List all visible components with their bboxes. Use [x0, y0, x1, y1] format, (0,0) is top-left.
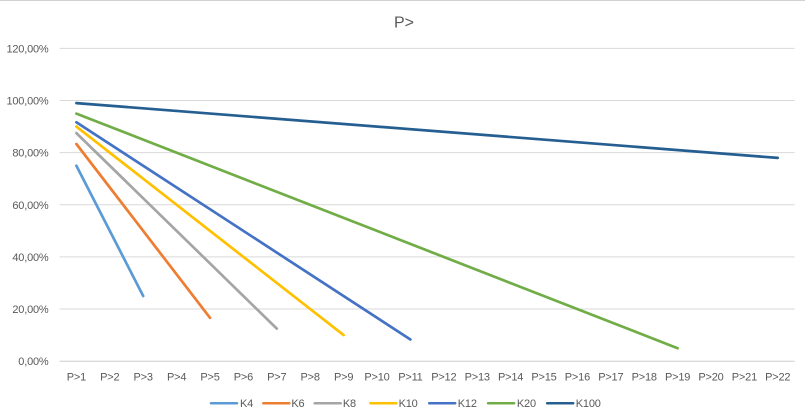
- svg-text:P>6: P>6: [234, 371, 253, 383]
- svg-text:K8: K8: [343, 398, 356, 410]
- svg-text:P>8: P>8: [301, 371, 320, 383]
- svg-text:K4: K4: [240, 398, 253, 410]
- svg-text:P>9: P>9: [334, 371, 353, 383]
- svg-text:P>7: P>7: [267, 371, 286, 383]
- svg-text:P>3: P>3: [134, 371, 153, 383]
- svg-text:P>: P>: [394, 15, 414, 32]
- svg-text:K12: K12: [458, 398, 477, 410]
- svg-text:P>2: P>2: [100, 371, 119, 383]
- svg-text:40,00%: 40,00%: [12, 252, 49, 264]
- svg-text:P>13: P>13: [465, 371, 490, 383]
- svg-text:60,00%: 60,00%: [12, 200, 49, 212]
- svg-text:K20: K20: [517, 398, 536, 410]
- svg-text:P>10: P>10: [364, 371, 389, 383]
- svg-text:20,00%: 20,00%: [12, 304, 49, 316]
- svg-text:K10: K10: [399, 398, 418, 410]
- svg-text:P>1: P>1: [67, 371, 86, 383]
- svg-text:P>12: P>12: [431, 371, 456, 383]
- svg-text:P>20: P>20: [698, 371, 723, 383]
- svg-text:P>11: P>11: [398, 371, 422, 383]
- svg-text:P>19: P>19: [665, 371, 690, 383]
- svg-text:80,00%: 80,00%: [12, 148, 49, 160]
- svg-text:K6: K6: [291, 398, 304, 410]
- svg-text:K100: K100: [576, 398, 601, 410]
- svg-text:P>18: P>18: [632, 371, 657, 383]
- svg-text:P>14: P>14: [498, 371, 523, 383]
- svg-text:100,00%: 100,00%: [6, 96, 48, 108]
- svg-text:120,00%: 120,00%: [6, 43, 48, 55]
- svg-text:P>22: P>22: [765, 371, 790, 383]
- svg-text:P>16: P>16: [565, 371, 590, 383]
- svg-text:P>4: P>4: [167, 371, 186, 383]
- svg-text:P>5: P>5: [200, 371, 219, 383]
- svg-text:P>17: P>17: [598, 371, 623, 383]
- svg-text:P>15: P>15: [531, 371, 556, 383]
- svg-text:0,00%: 0,00%: [18, 356, 49, 368]
- svg-text:P>21: P>21: [732, 371, 757, 383]
